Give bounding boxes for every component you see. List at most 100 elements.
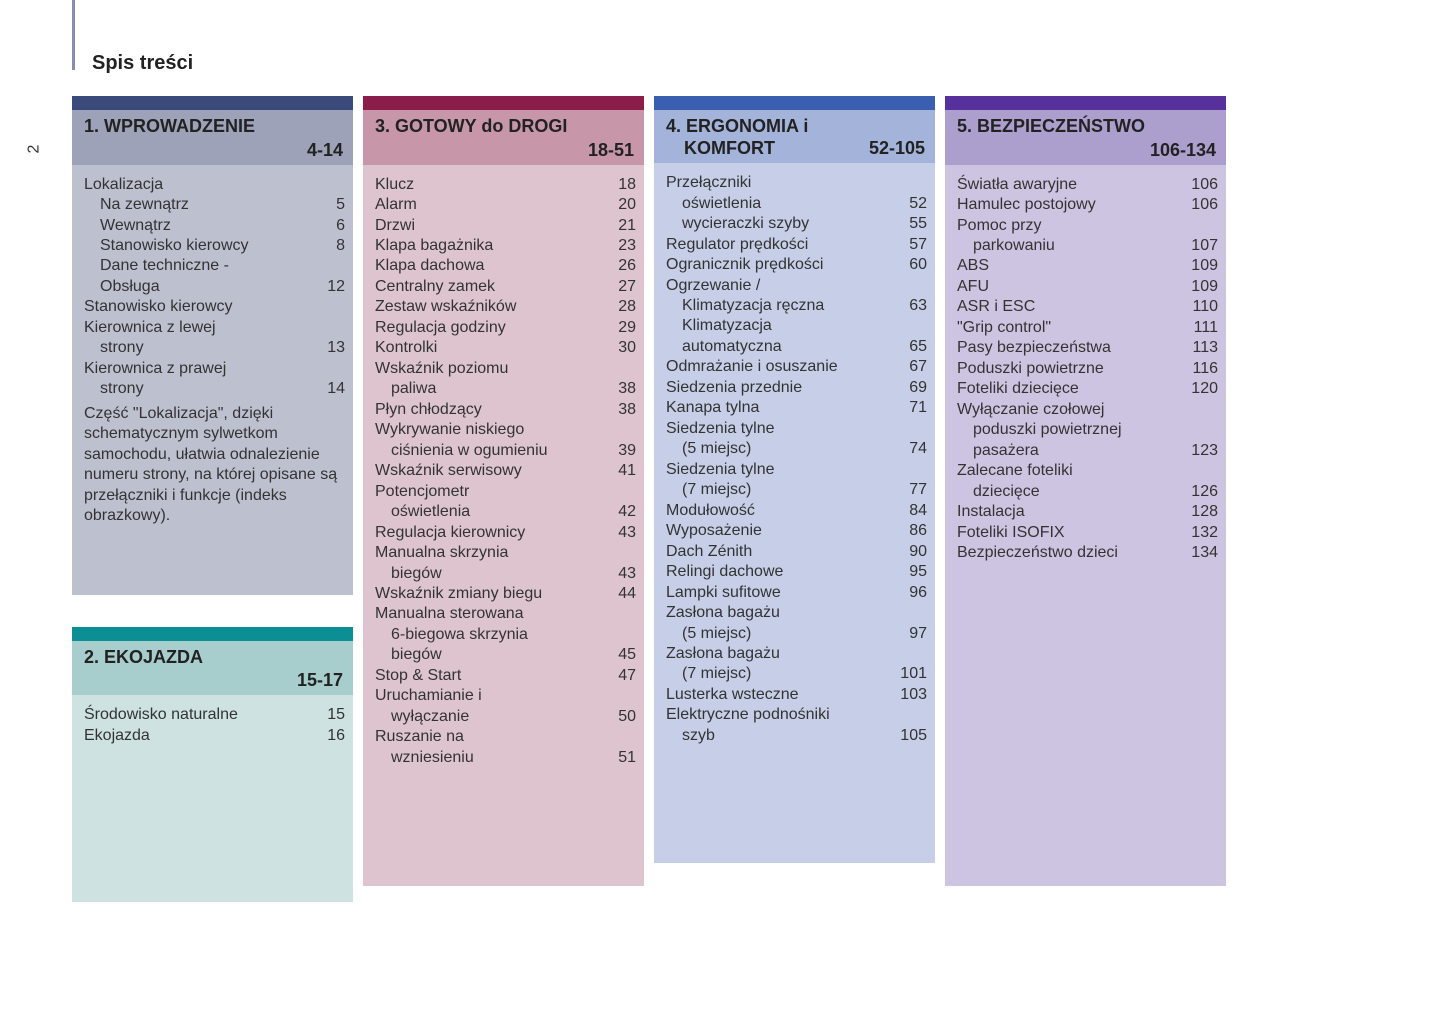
toc-entry: Instalacja128 [957,502,1218,522]
toc-entry: wycieraczki szyby55 [666,214,927,234]
toc-entry: Stanowisko kierowcy8 [84,236,345,256]
section-header: 5. BEZPIECZEŃSTWO 106-134 [945,110,1226,165]
toc-entry: Modułowość84 [666,501,927,521]
toc-text: Siedzenia tylne [666,460,927,480]
page-title: Spis treści [92,52,193,75]
toc-entry: Foteliki dziecięce120 [957,379,1218,399]
toc-text: Stanowisko kierowcy [84,297,345,317]
toc-entry: (5 miejsc)74 [666,439,927,459]
toc-entry: biegów45 [375,645,636,665]
toc-entry: Na zewnątrz5 [84,195,345,215]
toc-text: Pomoc przy [957,216,1218,236]
toc-entry: Regulacja kierownicy43 [375,523,636,543]
toc-entry: (7 miejsc)101 [666,664,927,684]
toc-entry: strony13 [84,338,345,358]
toc-section-5: 5. BEZPIECZEŃSTWO 106-134 Światła awaryj… [945,96,1226,886]
toc-entry: Drzwi21 [375,216,636,236]
toc-entry: dziecięce126 [957,482,1218,502]
toc-entry: Wskaźnik serwisowy41 [375,461,636,481]
toc-text: Dane techniczne - [84,256,345,276]
section-color-bar [72,96,353,110]
toc-entry: Centralny zamek27 [375,277,636,297]
toc-entry: Ogranicznik prędkości60 [666,255,927,275]
toc-entry: Bezpieczeństwo dzieci134 [957,543,1218,563]
toc-entry: Wyposażenie86 [666,521,927,541]
toc-section-2: 2. EKOJAZDA 15-17 Środowisko naturalne15… [72,627,353,903]
toc-text: Wykrywanie niskiego [375,420,636,440]
toc-entry: Obsługa12 [84,277,345,297]
section-color-bar [72,627,353,641]
toc-text: Ogrzewanie / [666,276,927,296]
toc-entry: Regulacja godziny29 [375,318,636,338]
toc-entry: Foteliki ISOFIX132 [957,523,1218,543]
left-rule [72,0,75,70]
toc-entry: Regulator prędkości57 [666,235,927,255]
toc-entry: Ekojazda16 [84,726,345,746]
toc-entry: Poduszki powietrzne116 [957,359,1218,379]
toc-text: Zasłona bagażu [666,603,927,623]
toc-entry: Klapa bagażnika23 [375,236,636,256]
section-range: 106-134 [957,140,1216,161]
section-color-bar [654,96,935,110]
toc-text: Elektryczne podnośniki [666,705,927,725]
toc-entry: biegów43 [375,564,636,584]
section-header: 4. ERGONOMIA i KOMFORT 52-105 [654,110,935,163]
toc-text: Kierownica z lewej [84,318,345,338]
page-number: 2 [25,145,43,154]
section-title: 2. EKOJAZDA [84,647,343,669]
toc-entry: wyłączanie50 [375,707,636,727]
toc-column-4: 5. BEZPIECZEŃSTWO 106-134 Światła awaryj… [945,96,1226,886]
toc-entry: szyb105 [666,726,927,746]
toc-text: Uruchamianie i [375,686,636,706]
toc-entry: "Grip control"111 [957,318,1218,338]
section-range: 15-17 [84,670,343,691]
toc-entry: Płyn chłodzący38 [375,400,636,420]
toc-column-1: 1. WPROWADZENIE 4-14 Lokalizacja Na zewn… [72,96,353,902]
toc-entry: ASR i ESC110 [957,297,1218,317]
toc-entry: oświetlenia52 [666,194,927,214]
toc-columns: 1. WPROWADZENIE 4-14 Lokalizacja Na zewn… [72,96,1226,902]
toc-entry: Relingi dachowe95 [666,562,927,582]
toc-entry: Stop & Start47 [375,666,636,686]
toc-entry: Odmrażanie i osuszanie67 [666,357,927,377]
section-body: Lokalizacja Na zewnątrz5 Wewnątrz6 Stano… [72,165,353,595]
section-title: 5. BEZPIECZEŃSTWO [957,116,1216,138]
toc-entry: automatyczna65 [666,337,927,357]
toc-entry: Dach Zénith90 [666,542,927,562]
toc-text: Zasłona bagażu [666,644,927,664]
toc-entry: Pasy bezpieczeństwa113 [957,338,1218,358]
toc-entry: Środowisko naturalne15 [84,705,345,725]
toc-entry: Siedzenia przednie69 [666,378,927,398]
toc-text: Przełączniki [666,173,927,193]
toc-text: Klimatyzacja [666,316,927,336]
toc-entry: ciśnienia w ogumieniu39 [375,441,636,461]
toc-entry: Wewnątrz6 [84,216,345,236]
toc-text: Wyłączanie czołowej [957,400,1218,420]
toc-text: Wskaźnik poziomu [375,359,636,379]
section-range: 18-51 [375,140,634,161]
section-description: Część "Lokalizacja", dzięki schematyczny… [84,404,345,527]
toc-entry: oświetlenia42 [375,502,636,522]
toc-text: 6-biegowa skrzynia [375,625,636,645]
toc-entry: Hamulec postojowy106 [957,195,1218,215]
toc-text: Siedzenia tylne [666,419,927,439]
toc-text: Manualna skrzynia [375,543,636,563]
toc-entry: Kontrolki30 [375,338,636,358]
toc-text: Potencjometr [375,482,636,502]
toc-entry: Kanapa tylna71 [666,398,927,418]
toc-entry: AFU109 [957,277,1218,297]
toc-text: Manualna sterowana [375,604,636,624]
section-title: 4. ERGONOMIA i KOMFORT 52-105 [666,116,925,159]
section-body: Światła awaryjne106 Hamulec postojowy106… [945,165,1226,886]
toc-text: Zalecane foteliki [957,461,1218,481]
section-range: 4-14 [84,140,343,161]
section-body: Przełączniki oświetlenia52 wycieraczki s… [654,163,935,863]
toc-entry: Lusterka wsteczne103 [666,685,927,705]
section-header: 1. WPROWADZENIE 4-14 [72,110,353,165]
toc-text: poduszki powietrznej [957,420,1218,440]
toc-text: Lokalizacja [84,175,345,195]
toc-entry: paliwa38 [375,379,636,399]
section-body: Klucz18 Alarm20 Drzwi21 Klapa bagażnika2… [363,165,644,886]
toc-text: Kierownica z prawej [84,359,345,379]
toc-entry: Alarm20 [375,195,636,215]
